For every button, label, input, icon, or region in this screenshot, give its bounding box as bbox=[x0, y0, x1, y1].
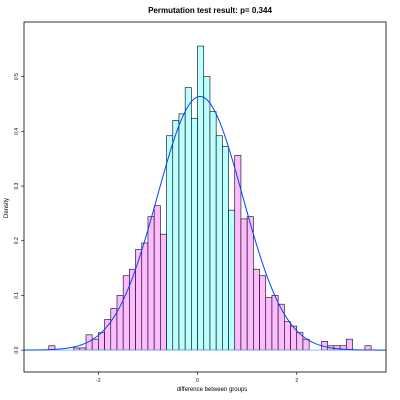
histogram-bar bbox=[240, 218, 248, 351]
y-tick-label: 0.5 bbox=[14, 73, 20, 80]
histogram-bar bbox=[160, 233, 167, 351]
x-axis: -2 0 2 bbox=[96, 372, 298, 384]
histogram-bar bbox=[129, 268, 136, 351]
histogram-bar bbox=[284, 321, 291, 351]
bars-group bbox=[48, 45, 372, 351]
histogram-bar bbox=[246, 216, 254, 351]
histogram-bar bbox=[147, 216, 155, 351]
x-axis-label: difference between groups bbox=[177, 387, 248, 393]
histogram-bar bbox=[178, 113, 186, 351]
histogram-bar bbox=[141, 242, 149, 351]
histogram-bar bbox=[153, 205, 161, 351]
y-axis-label: Density bbox=[4, 198, 10, 218]
x-tick-label: -2 bbox=[96, 378, 101, 384]
histogram-bar bbox=[104, 319, 112, 351]
histogram-bar bbox=[364, 345, 372, 351]
histogram-bar bbox=[166, 135, 174, 351]
density-curve bbox=[23, 95, 387, 351]
histogram-bar bbox=[203, 76, 211, 351]
x-tick-label: 2 bbox=[295, 378, 298, 384]
histogram-bar bbox=[215, 135, 223, 351]
histogram-bar bbox=[191, 117, 198, 351]
histogram-bar bbox=[259, 275, 267, 351]
chart-title: Permutation test result: p= 0.344 bbox=[148, 6, 272, 15]
histogram-bar bbox=[91, 338, 99, 351]
histogram-bar bbox=[277, 303, 285, 351]
histogram-bar bbox=[197, 45, 205, 351]
histogram-bar bbox=[253, 268, 260, 351]
y-tick-label: 0.2 bbox=[14, 237, 20, 244]
y-tick-label: 0.4 bbox=[14, 128, 20, 135]
histogram-bar bbox=[116, 295, 124, 351]
x-tick-label: 0 bbox=[196, 378, 199, 384]
histogram-bar bbox=[265, 297, 273, 351]
histogram-bar bbox=[135, 249, 143, 351]
y-tick-label: 0.1 bbox=[14, 292, 20, 299]
plot-frame bbox=[23, 21, 387, 373]
histogram-bar bbox=[228, 209, 236, 351]
histogram-bar bbox=[222, 146, 229, 351]
y-tick-label: 0.3 bbox=[14, 182, 20, 189]
histogram-bar bbox=[184, 87, 192, 351]
histogram-bar bbox=[110, 308, 118, 351]
y-axis: 0.0 0.1 0.2 0.3 0.4 0.5 bbox=[14, 73, 24, 354]
histogram-bar bbox=[234, 155, 242, 351]
histogram-bar bbox=[98, 332, 105, 351]
histogram-bar bbox=[172, 120, 180, 351]
histogram-bar bbox=[209, 111, 217, 351]
y-tick-label: 0.0 bbox=[14, 346, 20, 353]
histogram-bar bbox=[346, 338, 353, 351]
histogram-bar bbox=[271, 295, 279, 351]
histogram-bar bbox=[302, 338, 310, 351]
